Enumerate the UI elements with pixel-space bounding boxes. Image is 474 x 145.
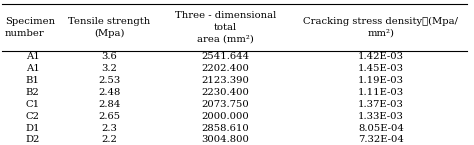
Text: 8.05E-04: 8.05E-04 bbox=[358, 124, 404, 133]
Text: 2123.390: 2123.390 bbox=[201, 76, 249, 85]
Text: B1: B1 bbox=[26, 76, 39, 85]
Text: D2: D2 bbox=[26, 135, 40, 144]
Text: 1.11E-03: 1.11E-03 bbox=[358, 88, 404, 97]
Text: 2.48: 2.48 bbox=[98, 88, 120, 97]
Text: 1.33E-03: 1.33E-03 bbox=[358, 112, 404, 121]
Text: Cracking stress density　(Mpa/
mm²): Cracking stress density (Mpa/ mm²) bbox=[303, 17, 458, 38]
Text: Specimen
number: Specimen number bbox=[5, 17, 55, 38]
Text: 2.53: 2.53 bbox=[98, 76, 120, 85]
Text: D1: D1 bbox=[25, 124, 40, 133]
Text: 2541.644: 2541.644 bbox=[201, 52, 249, 61]
Text: 1.37E-03: 1.37E-03 bbox=[358, 100, 404, 109]
Text: 3.2: 3.2 bbox=[101, 64, 117, 73]
Text: Tensile strength
(Mpa): Tensile strength (Mpa) bbox=[68, 17, 150, 38]
Text: 2.2: 2.2 bbox=[101, 135, 117, 144]
Text: 1.45E-03: 1.45E-03 bbox=[358, 64, 404, 73]
Text: 3.6: 3.6 bbox=[101, 52, 117, 61]
Text: C1: C1 bbox=[26, 100, 40, 109]
Text: B2: B2 bbox=[26, 88, 39, 97]
Text: 2000.000: 2000.000 bbox=[201, 112, 249, 121]
Text: C2: C2 bbox=[26, 112, 39, 121]
Text: 1.42E-03: 1.42E-03 bbox=[358, 52, 404, 61]
Text: 2073.750: 2073.750 bbox=[201, 100, 249, 109]
Text: Three - dimensional
total
area (mm²): Three - dimensional total area (mm²) bbox=[175, 11, 276, 44]
Text: 2202.400: 2202.400 bbox=[201, 64, 249, 73]
Text: 1.19E-03: 1.19E-03 bbox=[358, 76, 404, 85]
Text: 2858.610: 2858.610 bbox=[201, 124, 249, 133]
Text: 7.32E-04: 7.32E-04 bbox=[358, 135, 404, 144]
Text: 2.84: 2.84 bbox=[98, 100, 120, 109]
Text: 3004.800: 3004.800 bbox=[201, 135, 249, 144]
Text: A1: A1 bbox=[26, 52, 39, 61]
Text: 2.65: 2.65 bbox=[98, 112, 120, 121]
Text: 2.3: 2.3 bbox=[101, 124, 117, 133]
Text: 2230.400: 2230.400 bbox=[201, 88, 249, 97]
Text: A1: A1 bbox=[26, 64, 39, 73]
